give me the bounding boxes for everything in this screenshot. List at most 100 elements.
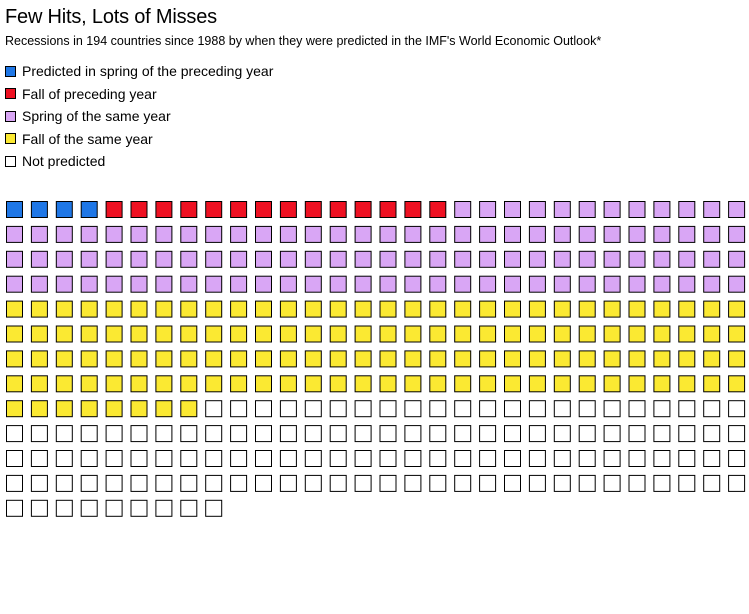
waffle-square bbox=[180, 325, 198, 343]
waffle-square bbox=[130, 450, 148, 467]
waffle-square bbox=[329, 375, 347, 393]
waffle-square bbox=[230, 300, 248, 318]
waffle-square bbox=[6, 201, 23, 218]
waffle-square bbox=[603, 201, 621, 218]
waffle-square bbox=[578, 474, 596, 492]
waffle-square bbox=[329, 350, 347, 368]
waffle-square bbox=[6, 474, 23, 492]
waffle-square bbox=[479, 375, 497, 393]
waffle-square bbox=[603, 325, 621, 343]
waffle-square bbox=[255, 225, 272, 243]
waffle-square bbox=[304, 201, 322, 218]
waffle-square bbox=[55, 400, 73, 418]
waffle-square bbox=[504, 400, 521, 418]
waffle-square bbox=[553, 250, 571, 268]
waffle-square bbox=[628, 375, 646, 393]
legend-label: Fall of preceding year bbox=[22, 85, 157, 102]
legend-item: Fall of the same year bbox=[5, 128, 273, 151]
waffle-square bbox=[678, 225, 696, 243]
waffle-square bbox=[528, 474, 546, 492]
waffle-square bbox=[603, 400, 621, 418]
waffle-square bbox=[55, 300, 73, 318]
waffle-square bbox=[80, 350, 98, 368]
waffle-square bbox=[379, 325, 397, 343]
waffle-square bbox=[653, 250, 671, 268]
waffle-square bbox=[155, 400, 173, 418]
waffle-square bbox=[304, 450, 322, 467]
waffle-square bbox=[255, 275, 272, 293]
waffle-square bbox=[130, 474, 148, 492]
waffle-square bbox=[553, 375, 571, 393]
waffle-square bbox=[255, 450, 272, 467]
waffle-square bbox=[80, 400, 98, 418]
waffle-square bbox=[180, 425, 198, 443]
waffle-square bbox=[553, 350, 571, 368]
waffle-square bbox=[30, 250, 48, 268]
waffle-square bbox=[130, 225, 148, 243]
waffle-square bbox=[55, 375, 73, 393]
waffle-square bbox=[130, 250, 148, 268]
waffle-square bbox=[105, 225, 123, 243]
waffle-square bbox=[404, 325, 422, 343]
waffle-square bbox=[30, 325, 48, 343]
waffle-square bbox=[205, 474, 223, 492]
waffle-square bbox=[379, 275, 397, 293]
waffle-square bbox=[578, 225, 596, 243]
waffle-square bbox=[404, 474, 422, 492]
legend-item: Not predicted bbox=[5, 150, 273, 173]
waffle-square bbox=[703, 225, 721, 243]
waffle-square bbox=[255, 474, 272, 492]
waffle-square bbox=[329, 450, 347, 467]
waffle-square bbox=[155, 474, 173, 492]
waffle-square bbox=[404, 400, 422, 418]
waffle-square bbox=[354, 250, 372, 268]
waffle-square bbox=[429, 425, 447, 443]
waffle-square bbox=[678, 425, 696, 443]
waffle-square bbox=[653, 325, 671, 343]
waffle-square bbox=[329, 201, 347, 218]
waffle-square bbox=[703, 400, 721, 418]
waffle-square bbox=[528, 275, 546, 293]
waffle-square bbox=[105, 375, 123, 393]
waffle-square bbox=[479, 225, 497, 243]
waffle-square bbox=[30, 450, 48, 467]
waffle-square bbox=[653, 275, 671, 293]
waffle-square bbox=[304, 425, 322, 443]
waffle-square bbox=[354, 375, 372, 393]
legend-swatch bbox=[5, 133, 16, 145]
waffle-square bbox=[155, 275, 173, 293]
waffle-square bbox=[354, 225, 372, 243]
waffle-square bbox=[30, 300, 48, 318]
waffle-square bbox=[379, 201, 397, 218]
waffle-square bbox=[354, 201, 372, 218]
waffle-square bbox=[230, 350, 248, 368]
waffle-square bbox=[454, 225, 472, 243]
waffle-square bbox=[105, 400, 123, 418]
waffle-square bbox=[180, 450, 198, 467]
waffle-square bbox=[379, 225, 397, 243]
waffle-square bbox=[279, 325, 297, 343]
waffle-square bbox=[628, 325, 646, 343]
waffle-square bbox=[429, 474, 447, 492]
waffle-square bbox=[379, 400, 397, 418]
waffle-square bbox=[354, 350, 372, 368]
waffle-square bbox=[304, 300, 322, 318]
waffle-square bbox=[279, 474, 297, 492]
waffle-square bbox=[429, 400, 447, 418]
waffle-square bbox=[130, 350, 148, 368]
waffle-square bbox=[678, 275, 696, 293]
legend-swatch bbox=[5, 88, 16, 100]
waffle-square bbox=[6, 375, 23, 393]
waffle-square bbox=[454, 250, 472, 268]
waffle-square bbox=[504, 474, 521, 492]
waffle-square bbox=[728, 201, 746, 218]
waffle-square bbox=[379, 425, 397, 443]
waffle-square bbox=[354, 325, 372, 343]
waffle-square bbox=[454, 425, 472, 443]
waffle-square bbox=[603, 350, 621, 368]
waffle-square bbox=[528, 201, 546, 218]
waffle-square bbox=[80, 300, 98, 318]
waffle-square bbox=[728, 275, 746, 293]
waffle-square bbox=[528, 350, 546, 368]
legend-swatch bbox=[5, 155, 16, 167]
